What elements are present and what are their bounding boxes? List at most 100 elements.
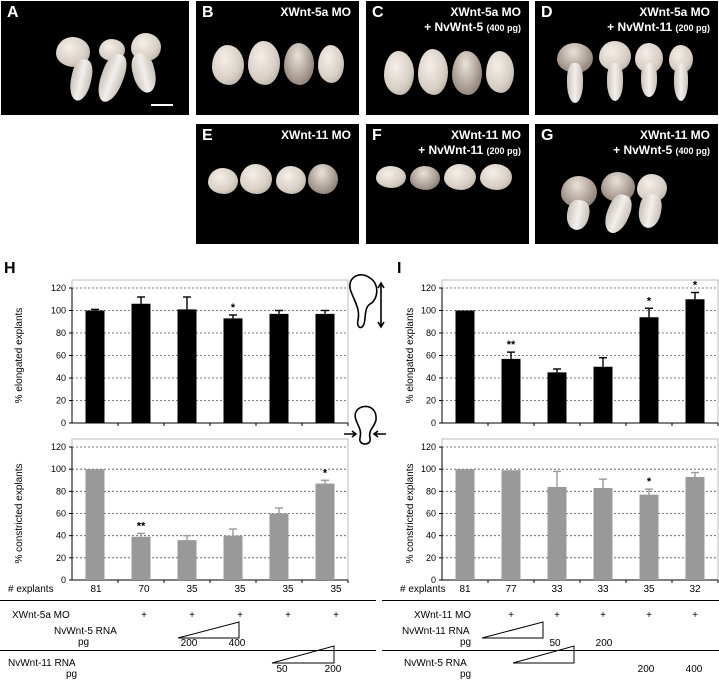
caption-line: XWnt-11 MO: [450, 128, 521, 142]
dose-label: 50: [276, 664, 288, 675]
photo-panel-b: B XWnt-5a MO: [196, 1, 359, 115]
significance-marker: *: [323, 467, 328, 479]
caption-dose: (400 pg): [486, 23, 521, 33]
y-tick-label: 20: [56, 396, 66, 406]
y-tick-label: 0: [431, 418, 436, 428]
bar: [547, 372, 567, 423]
caption-dose: (200 pg): [675, 23, 710, 33]
explant-image: [276, 166, 306, 194]
panel-label: G: [541, 127, 554, 144]
table-divider: [382, 600, 719, 601]
caption-line: + NvWnt-11: [418, 143, 484, 157]
significance-marker: **: [137, 520, 146, 532]
panel-caption: XWnt-5a MO: [280, 5, 351, 20]
treatment-mark: +: [333, 610, 339, 621]
treatment-row-label: NvWnt-11 RNA: [8, 658, 76, 669]
bar: [131, 303, 151, 423]
significance-marker: *: [647, 295, 652, 307]
photo-panel-a: A: [1, 1, 189, 115]
bar: [593, 488, 613, 580]
explants-count: 70: [138, 584, 150, 595]
y-tick-label: 60: [426, 509, 436, 519]
panel-label: F: [372, 127, 382, 144]
bar: [223, 318, 243, 423]
caption-line: + NvWnt-5: [613, 143, 673, 157]
y-tick-label: 120: [51, 283, 66, 293]
y-tick-label: 60: [426, 351, 436, 361]
explants-count: 81: [459, 584, 471, 595]
caption-dose: (200 pg): [486, 146, 521, 156]
explant-image: [452, 51, 482, 95]
panel-label: B: [202, 4, 214, 21]
panel-caption: XWnt-11 MO + NvWnt-11 (200 pg): [418, 128, 521, 159]
treatment-mark: +: [508, 610, 514, 621]
treatment-mark: +: [554, 610, 560, 621]
explant-image: [486, 51, 514, 93]
explants-count: 33: [597, 584, 609, 595]
caption-line: XWnt-11 MO: [639, 128, 710, 142]
dose-label: 200: [637, 664, 655, 675]
photo-panel-e: E XWnt-11 MO: [196, 124, 359, 244]
table-divider: [382, 650, 719, 651]
panel-caption: XWnt-11 MO + NvWnt-5 (400 pg): [613, 128, 710, 159]
explant-image: [212, 45, 244, 85]
treatment-mark: +: [141, 610, 147, 621]
y-tick-label: 40: [426, 531, 436, 541]
bar: [501, 470, 521, 580]
bar: [501, 358, 521, 423]
dose-label: 400: [228, 638, 246, 649]
panel-caption: XWnt-5a MO + NvWnt-11 (200 pg): [607, 5, 710, 36]
dose-label: 400: [685, 664, 703, 675]
caption-line: + NvWnt-5: [424, 20, 484, 34]
explants-count: 35: [643, 584, 655, 595]
bar: [639, 317, 659, 423]
y-tick-label: 80: [426, 328, 436, 338]
y-tick-label: 60: [56, 509, 66, 519]
y-tick-label: 40: [426, 373, 436, 383]
bar: [177, 309, 197, 423]
treatment-row-unit: pg: [460, 669, 472, 680]
caption-line: XWnt-11 MO: [280, 128, 351, 142]
bar: [685, 299, 705, 423]
y-tick-label: 20: [426, 553, 436, 563]
explant-image: [607, 63, 623, 101]
explant-image: [376, 166, 406, 188]
y-tick-label: 100: [51, 306, 66, 316]
explants-count-label: # explants: [8, 584, 54, 595]
explant-image: [284, 43, 314, 85]
explants-count: 81: [90, 584, 102, 595]
y-tick-label: 100: [421, 464, 436, 474]
y-tick-label: 0: [61, 575, 66, 585]
significance-marker: **: [507, 339, 516, 351]
explant-image: [410, 166, 440, 190]
treatment-mark: +: [237, 610, 243, 621]
bar: [85, 469, 105, 580]
y-axis-title: % elongated explants: [405, 308, 416, 404]
bar: [315, 313, 335, 423]
panel-caption: XWnt-5a MO + NvWnt-5 (400 pg): [424, 5, 521, 36]
treatment-mark: +: [646, 610, 652, 621]
y-tick-label: 40: [56, 531, 66, 541]
y-tick-label: 100: [421, 306, 436, 316]
y-tick-label: 80: [56, 486, 66, 496]
explant-image: [208, 168, 238, 194]
photo-panel-f: F XWnt-11 MO + NvWnt-11 (200 pg): [366, 124, 529, 244]
bar: [315, 483, 335, 580]
panel-label: E: [202, 127, 213, 144]
explants-count: 35: [234, 584, 246, 595]
dose-label: 200: [595, 638, 613, 649]
explant-image: [384, 51, 414, 95]
panel-label: A: [7, 4, 19, 21]
explant-image: [240, 164, 272, 194]
explants-count: 35: [282, 584, 294, 595]
panel-label: D: [541, 4, 553, 21]
explant-image: [444, 164, 476, 190]
treatment-row-unit: pg: [66, 669, 78, 680]
table-divider: [0, 600, 376, 601]
y-tick-label: 80: [56, 328, 66, 338]
bar: [269, 313, 289, 423]
dose-label: 200: [180, 638, 198, 649]
explant-image: [480, 164, 512, 190]
